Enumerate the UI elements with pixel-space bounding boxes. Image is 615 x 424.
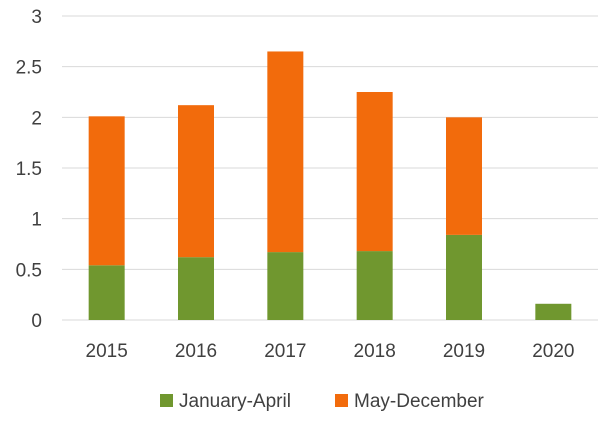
bars	[88, 51, 572, 320]
y-tick-label: 0	[31, 311, 42, 332]
legend-swatch	[160, 394, 173, 407]
x-tick-label: 2020	[532, 341, 574, 362]
x-tick-label: 2019	[443, 341, 485, 362]
legend-swatch	[335, 394, 348, 407]
gridlines	[62, 15, 598, 321]
y-tick-label: 1	[31, 210, 42, 231]
bar-segment-may-december	[446, 117, 482, 235]
bar-segment-may-december	[178, 105, 214, 258]
x-tick-label: 2017	[264, 341, 306, 362]
bar-segment-january-april	[356, 251, 393, 320]
bar-segment-january-april	[535, 303, 572, 320]
legend: January-April May-December	[160, 391, 485, 412]
x-tick-label: 2018	[354, 341, 396, 362]
y-tick-label: 2	[31, 108, 42, 129]
x-tick-label: 2015	[86, 341, 128, 362]
bar-segment-may-december	[356, 92, 393, 252]
legend-label: May-December	[354, 391, 485, 412]
y-tick-label: 2.5	[16, 58, 42, 79]
bar-segment-january-april	[267, 252, 304, 320]
bar-segment-may-december	[88, 116, 125, 266]
x-axis-ticks: 2015 2016 2017 2018 2019 2020	[86, 341, 575, 362]
bar-segment-january-april	[178, 257, 214, 320]
y-tick-label: 3	[31, 7, 42, 28]
y-axis-ticks: 0 0.5 1 1.5 2 2.5 3	[16, 7, 42, 332]
legend-label: January-April	[179, 391, 291, 412]
x-tick-label: 2016	[175, 341, 217, 362]
bar-segment-may-december	[267, 51, 304, 253]
bar-segment-january-april	[446, 234, 482, 320]
y-tick-label: 0.5	[16, 260, 42, 281]
bar-segment-january-april	[88, 265, 125, 320]
y-tick-label: 1.5	[16, 159, 42, 180]
